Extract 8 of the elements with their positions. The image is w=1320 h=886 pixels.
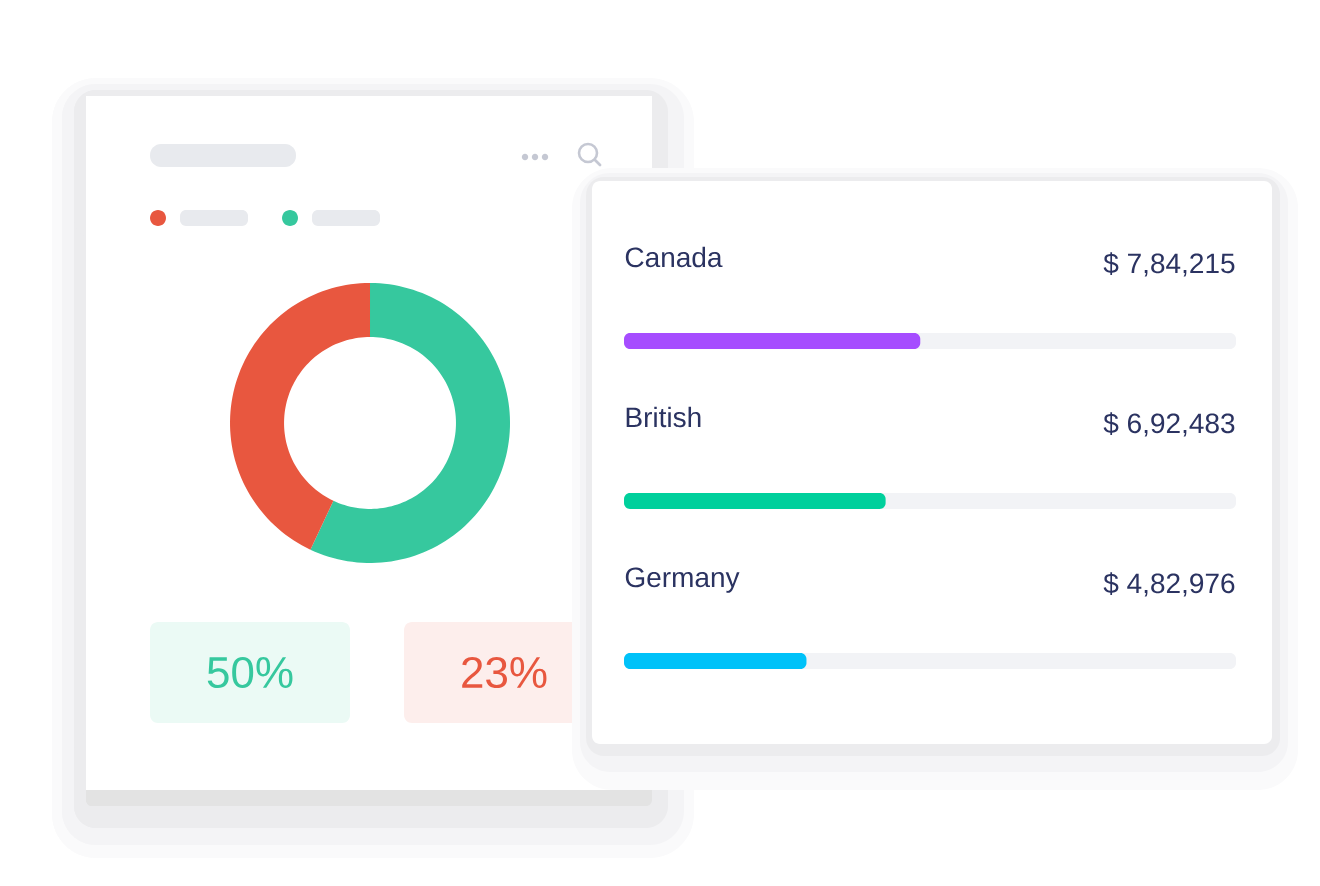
y-tick-label: Canada	[625, 246, 723, 268]
data-label: $ 6,92,483	[1103, 412, 1235, 437]
text: 50%	[207, 656, 293, 689]
data-label: $ 4,82,976	[1103, 572, 1235, 597]
y-tick-label: British	[626, 406, 701, 428]
y-tick-label: Germany	[625, 567, 740, 593]
data-label: $ 7,84,215	[1103, 252, 1235, 277]
text: 23%	[462, 656, 547, 689]
